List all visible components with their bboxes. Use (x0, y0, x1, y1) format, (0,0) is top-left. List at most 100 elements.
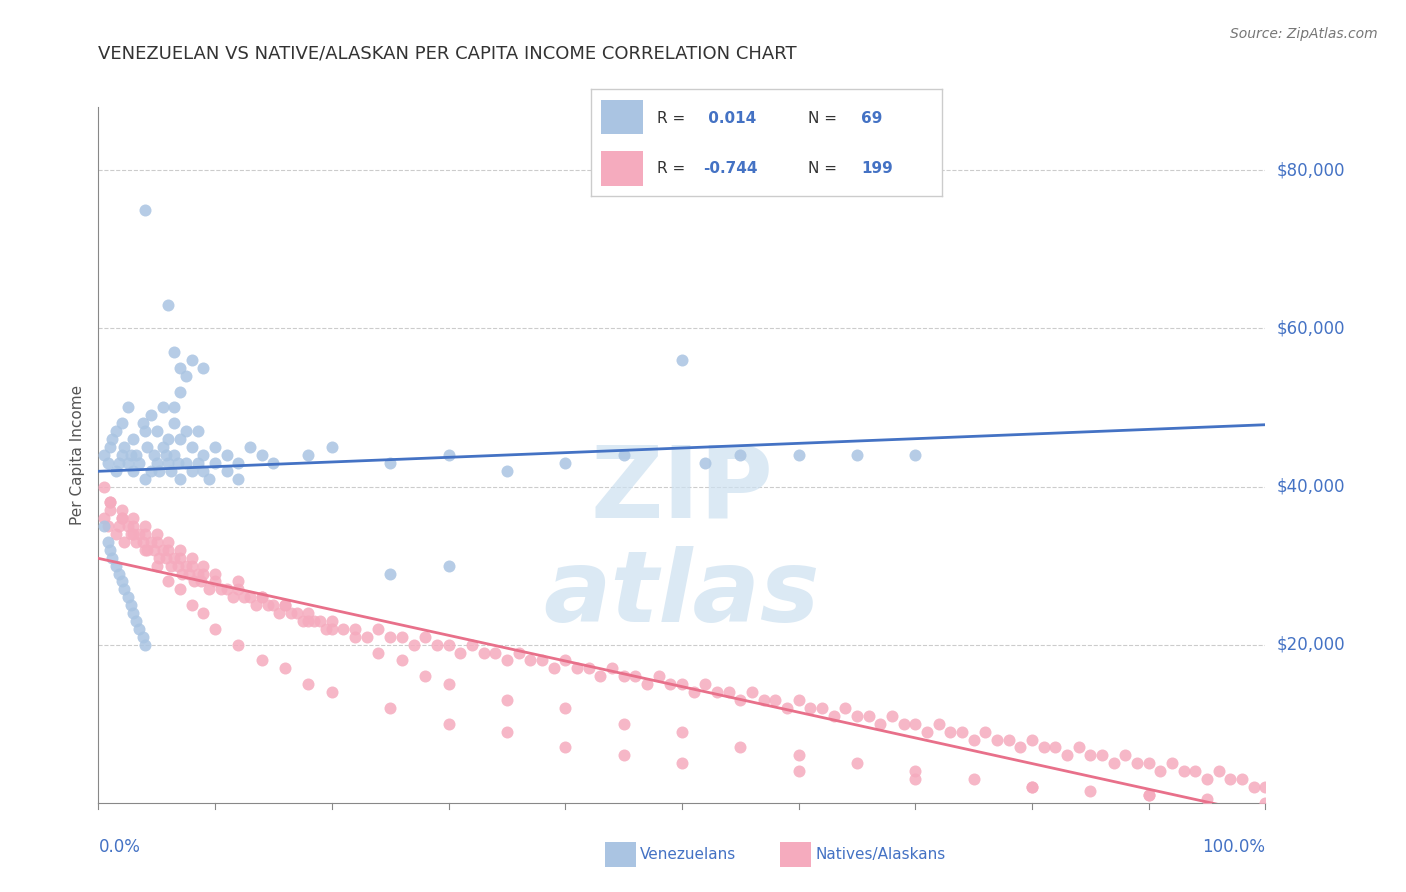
Point (179, 566, 201, 581)
Point (600, 661, 623, 675)
Point (117, 456, 139, 470)
Point (1137, 756, 1160, 771)
Point (169, 542, 191, 557)
Point (117, 591, 139, 605)
Text: $20,000: $20,000 (1277, 636, 1346, 654)
Point (1219, 772, 1241, 786)
Point (741, 685, 763, 699)
Point (98, 440, 121, 454)
Point (321, 685, 343, 699)
Point (228, 582, 250, 597)
Point (187, 456, 209, 470)
Point (291, 614, 314, 628)
Point (904, 448, 927, 462)
Text: 199: 199 (860, 161, 893, 176)
Point (146, 558, 169, 573)
Point (624, 669, 647, 683)
Point (104, 527, 127, 541)
Point (169, 432, 191, 446)
Point (671, 677, 693, 691)
Point (730, 693, 752, 707)
Point (495, 653, 517, 667)
Point (565, 661, 588, 675)
Point (1056, 748, 1078, 763)
Point (297, 614, 319, 628)
Point (139, 535, 162, 549)
Point (204, 440, 226, 454)
Point (309, 614, 332, 628)
Point (152, 440, 174, 454)
Point (1137, 788, 1160, 802)
Point (285, 606, 308, 620)
Point (120, 448, 142, 462)
Point (671, 353, 693, 368)
Point (157, 298, 180, 312)
Point (163, 550, 186, 565)
Point (1114, 748, 1136, 763)
Point (250, 448, 273, 462)
Point (122, 527, 145, 541)
Point (321, 622, 343, 636)
Text: atlas: atlas (544, 546, 820, 642)
Point (122, 606, 145, 620)
Point (823, 708, 845, 723)
Text: 100.0%: 100.0% (1202, 838, 1265, 856)
Text: Source: ZipAtlas.com: Source: ZipAtlas.com (1230, 27, 1378, 41)
Point (321, 440, 343, 454)
Point (730, 448, 752, 462)
Point (915, 724, 938, 739)
Point (997, 732, 1019, 747)
Point (1230, 772, 1253, 786)
Text: Venezuelans: Venezuelans (640, 847, 735, 862)
Point (134, 542, 156, 557)
Point (612, 716, 634, 731)
Point (193, 361, 215, 376)
Point (449, 646, 471, 660)
Point (717, 685, 740, 699)
Point (1208, 764, 1230, 779)
Point (228, 456, 250, 470)
Point (1161, 756, 1184, 771)
Point (437, 448, 460, 462)
Point (125, 535, 148, 549)
Point (787, 448, 810, 462)
Text: R =: R = (657, 111, 690, 126)
Point (215, 582, 238, 597)
Point (1032, 740, 1054, 755)
Point (437, 716, 460, 731)
Point (93, 448, 115, 462)
Point (636, 677, 658, 691)
Text: N =: N = (808, 111, 842, 126)
Point (274, 598, 297, 612)
Point (136, 440, 159, 454)
Point (391, 630, 413, 644)
Point (157, 574, 180, 589)
Text: ZIP: ZIP (591, 442, 773, 538)
Point (228, 574, 250, 589)
Point (1102, 756, 1125, 771)
Point (111, 448, 134, 462)
Point (104, 424, 127, 438)
Point (1091, 748, 1114, 763)
Point (215, 464, 238, 478)
Point (132, 417, 155, 431)
Point (139, 409, 162, 423)
Point (157, 535, 180, 549)
Text: 0.0%: 0.0% (98, 838, 141, 856)
Point (117, 401, 139, 415)
Point (647, 669, 669, 683)
Point (315, 622, 337, 636)
Point (187, 424, 209, 438)
Point (274, 598, 297, 612)
Point (776, 701, 799, 715)
Point (97, 456, 120, 470)
Point (1195, 772, 1218, 786)
Point (344, 630, 367, 644)
Point (262, 598, 284, 612)
Point (148, 550, 170, 565)
Point (134, 519, 156, 533)
Point (437, 638, 460, 652)
Point (695, 456, 717, 470)
Point (787, 693, 810, 707)
Point (554, 740, 576, 755)
